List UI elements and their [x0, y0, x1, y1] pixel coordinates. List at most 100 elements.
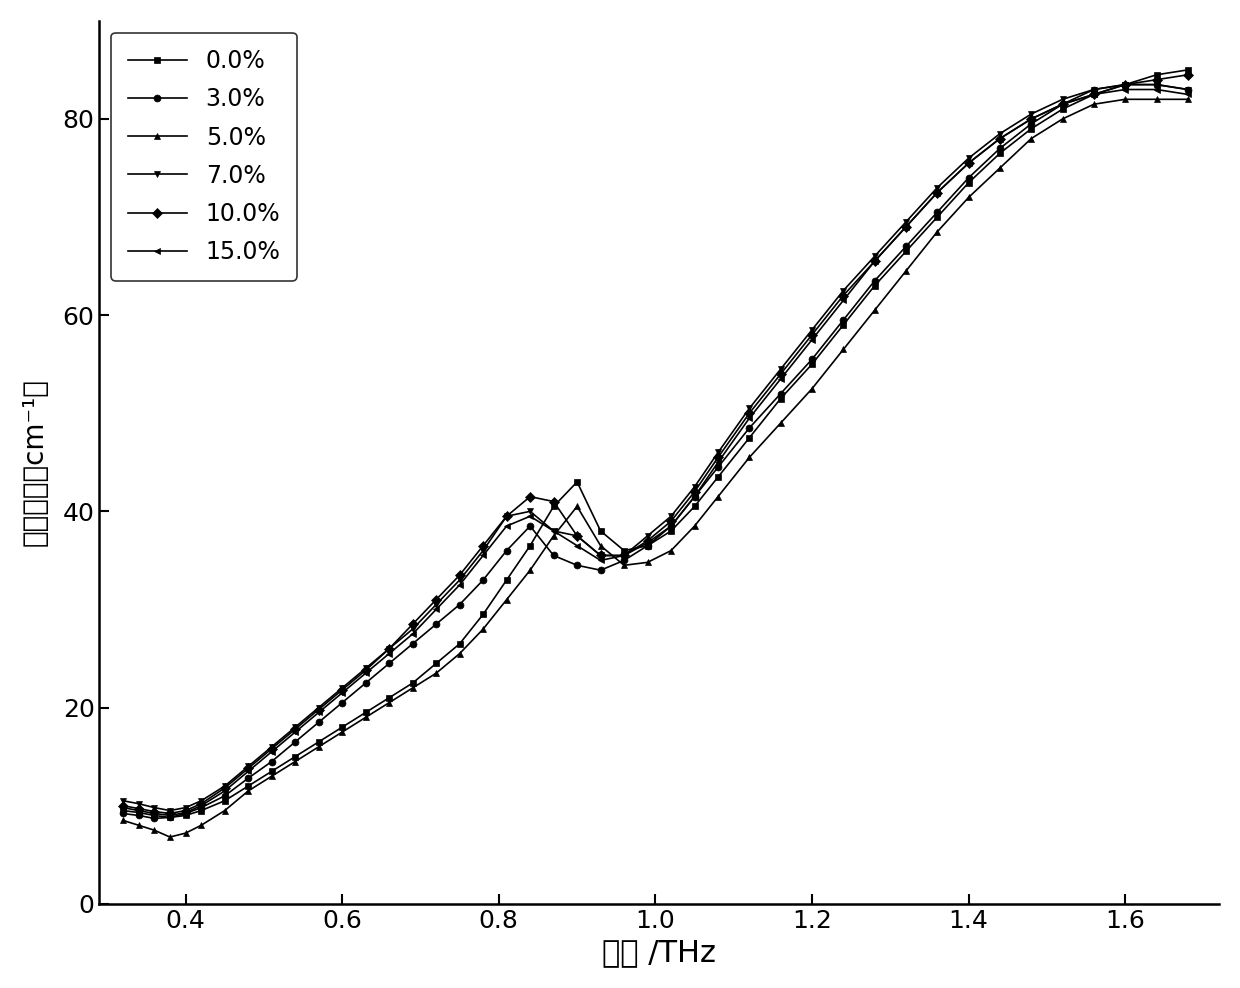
10.0%	[1180, 69, 1195, 81]
15.0%	[162, 809, 177, 821]
3.0%	[288, 736, 303, 748]
3.0%	[500, 544, 515, 556]
3.0%	[115, 807, 130, 819]
7.0%	[663, 511, 678, 523]
0.0%	[429, 657, 444, 669]
10.0%	[616, 549, 631, 561]
15.0%	[774, 373, 789, 385]
0.0%	[335, 721, 350, 733]
0.0%	[146, 809, 161, 821]
0.0%	[476, 609, 491, 620]
10.0%	[836, 289, 851, 301]
7.0%	[405, 623, 420, 635]
3.0%	[1024, 118, 1039, 129]
10.0%	[429, 594, 444, 606]
7.0%	[1149, 79, 1164, 91]
5.0%	[429, 667, 444, 679]
15.0%	[193, 799, 208, 811]
7.0%	[569, 530, 584, 541]
0.0%	[867, 280, 882, 291]
0.0%	[836, 319, 851, 331]
15.0%	[616, 549, 631, 561]
10.0%	[335, 684, 350, 696]
5.0%	[131, 819, 146, 831]
5.0%	[663, 544, 678, 556]
15.0%	[805, 334, 820, 346]
5.0%	[546, 530, 560, 541]
7.0%	[311, 701, 326, 713]
10.0%	[162, 807, 177, 819]
10.0%	[663, 515, 678, 527]
7.0%	[616, 549, 631, 561]
15.0%	[836, 294, 851, 306]
3.0%	[382, 657, 397, 669]
10.0%	[131, 802, 146, 814]
5.0%	[335, 726, 350, 738]
7.0%	[131, 797, 146, 809]
5.0%	[453, 648, 467, 660]
7.0%	[867, 250, 882, 262]
10.0%	[193, 797, 208, 809]
0.0%	[217, 794, 232, 806]
0.0%	[711, 471, 725, 483]
3.0%	[805, 354, 820, 366]
5.0%	[836, 344, 851, 356]
7.0%	[711, 447, 725, 458]
3.0%	[992, 142, 1007, 154]
15.0%	[961, 157, 976, 169]
3.0%	[711, 461, 725, 473]
5.0%	[288, 756, 303, 768]
3.0%	[687, 491, 702, 503]
7.0%	[162, 804, 177, 816]
10.0%	[593, 549, 608, 561]
Legend: 0.0%, 3.0%, 5.0%, 7.0%, 10.0%, 15.0%: 0.0%, 3.0%, 5.0%, 7.0%, 10.0%, 15.0%	[112, 33, 298, 281]
5.0%	[193, 819, 208, 831]
7.0%	[546, 525, 560, 536]
Line: 5.0%: 5.0%	[119, 96, 1192, 841]
5.0%	[805, 382, 820, 394]
3.0%	[593, 564, 608, 576]
7.0%	[640, 530, 655, 541]
10.0%	[1024, 113, 1039, 124]
3.0%	[523, 520, 538, 532]
7.0%	[358, 662, 373, 674]
10.0%	[115, 799, 130, 811]
5.0%	[1149, 94, 1164, 106]
10.0%	[640, 535, 655, 546]
3.0%	[1149, 79, 1164, 91]
3.0%	[179, 807, 193, 819]
7.0%	[836, 285, 851, 296]
15.0%	[217, 785, 232, 797]
15.0%	[569, 539, 584, 551]
10.0%	[569, 530, 584, 541]
0.0%	[616, 544, 631, 556]
7.0%	[217, 781, 232, 792]
15.0%	[546, 525, 560, 536]
3.0%	[405, 638, 420, 650]
15.0%	[311, 706, 326, 718]
10.0%	[774, 369, 789, 380]
0.0%	[131, 806, 146, 818]
3.0%	[429, 618, 444, 630]
5.0%	[593, 539, 608, 551]
15.0%	[992, 132, 1007, 144]
7.0%	[453, 574, 467, 586]
5.0%	[264, 771, 279, 782]
0.0%	[115, 804, 130, 816]
15.0%	[1117, 84, 1132, 96]
10.0%	[867, 255, 882, 267]
15.0%	[358, 667, 373, 679]
3.0%	[146, 812, 161, 824]
5.0%	[405, 682, 420, 694]
10.0%	[241, 763, 255, 775]
15.0%	[742, 412, 756, 424]
Line: 3.0%: 3.0%	[119, 81, 1192, 822]
0.0%	[687, 501, 702, 513]
X-axis label: 频率 /THz: 频率 /THz	[603, 939, 717, 967]
5.0%	[382, 697, 397, 708]
3.0%	[131, 809, 146, 821]
0.0%	[453, 638, 467, 650]
0.0%	[241, 781, 255, 792]
3.0%	[774, 387, 789, 399]
5.0%	[1055, 113, 1070, 124]
